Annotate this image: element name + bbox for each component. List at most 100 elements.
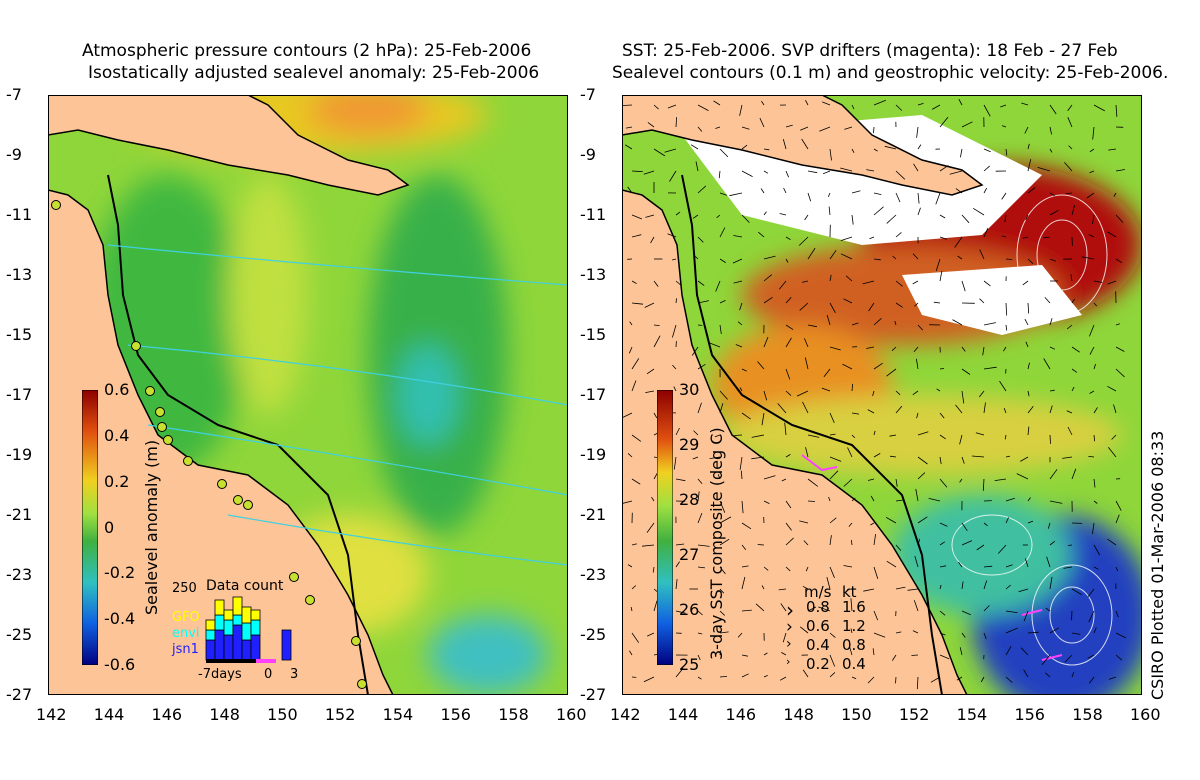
velocity-arrow <box>939 412 945 419</box>
velocity-arrow <box>956 676 963 681</box>
left-land-new-guinea <box>48 95 410 196</box>
velocity-arrow <box>892 255 897 260</box>
velocity-arrow <box>845 275 853 282</box>
velocity-arrow <box>785 258 789 263</box>
velocity-arrow <box>961 522 968 532</box>
velocity-arrow <box>1027 143 1030 150</box>
velocity-arrow <box>782 138 787 150</box>
velocity-arrow <box>695 161 699 172</box>
velocity-arrow <box>782 632 787 643</box>
velocity-arrow <box>912 630 919 634</box>
velocity-arrow <box>1049 500 1063 504</box>
velocity-arrow <box>1005 610 1018 614</box>
velocity-arrow <box>651 496 655 502</box>
velocity-arrow <box>627 453 633 458</box>
velocity-arrow <box>844 126 853 130</box>
velocity-arrow <box>719 516 732 524</box>
velocity-arrow <box>1093 280 1103 283</box>
y-tick-label: -19 <box>6 445 33 464</box>
velocity-arrow <box>1049 540 1056 546</box>
velocity-arrow <box>928 498 941 502</box>
velocity-arrow <box>1115 346 1125 352</box>
velocity-arrow <box>763 675 768 678</box>
x-tick-label: 142 <box>36 705 67 724</box>
velocity-arrow <box>873 148 878 152</box>
velocity-arrow <box>983 280 991 287</box>
pressure-contour <box>227 514 568 566</box>
velocity-arrow <box>1108 676 1117 680</box>
velocity-arrow <box>828 206 831 216</box>
data-count-x-label-zero: 0 <box>264 667 273 682</box>
velocity-arrow <box>939 541 946 546</box>
velocity-arrow <box>1107 538 1117 546</box>
velocity-arrow <box>913 346 919 353</box>
velocity-arrow <box>959 647 963 656</box>
x-tick-label: 160 <box>1130 705 1161 724</box>
y-tick-label: -23 <box>580 565 607 584</box>
velocity-arrow <box>697 512 703 524</box>
velocity-arrow <box>1005 584 1011 590</box>
velocity-arrow <box>939 456 942 465</box>
velocity-arrow <box>1093 104 1105 112</box>
velocity-arrow <box>1071 368 1078 373</box>
velocity-arrow <box>939 522 948 527</box>
velocity-arrow <box>916 358 919 370</box>
x-tick-label: 144 <box>93 705 125 724</box>
velocity-arrow <box>873 566 879 580</box>
velocity-arrow <box>1070 274 1073 282</box>
sat-label-jsn1: jsn1 <box>172 642 199 657</box>
velocity-arrow <box>664 148 677 153</box>
velocity-arrow <box>807 247 816 260</box>
velocity-arrow <box>1115 258 1123 264</box>
velocity-arrow <box>895 280 903 287</box>
velocity-arrow <box>1005 455 1011 458</box>
velocity-arrow <box>911 654 919 656</box>
velocity-arrow <box>1071 632 1081 635</box>
svp-drifter-track <box>1021 609 1043 616</box>
velocity-arrow <box>644 302 655 308</box>
velocity-arrow <box>933 301 941 304</box>
velocity-arrow <box>807 324 817 328</box>
velocity-arrow <box>785 500 792 509</box>
velocity-arrow <box>851 676 857 680</box>
velocity-arrow <box>1000 104 1007 108</box>
velocity-arrow <box>895 302 903 308</box>
velocity-arrow <box>894 320 897 326</box>
velocity-arrow <box>733 280 743 284</box>
sat-label-gfo: GFO <box>172 610 200 625</box>
velocity-arrow <box>1024 558 1029 568</box>
velocity-arrow <box>851 104 855 110</box>
velocity-arrow <box>785 337 792 348</box>
velocity-arrow <box>741 576 746 590</box>
velocity-arrow <box>895 405 903 414</box>
velocity-arrow <box>955 404 963 414</box>
x-tick-label: 156 <box>1014 705 1045 724</box>
data-count-title: Data count <box>206 578 284 594</box>
velocity-arrow <box>917 144 922 150</box>
velocity-arrow <box>807 478 819 487</box>
velocity-arrow <box>1027 187 1036 194</box>
velocity-arrow <box>697 544 710 547</box>
velocity-arrow <box>801 138 809 150</box>
velocity-arrow <box>719 610 725 616</box>
velocity-arrow <box>737 632 743 638</box>
velocity-arrow <box>1004 214 1007 223</box>
velocity-arrow <box>675 668 684 678</box>
velocity-arrow <box>961 280 966 292</box>
right-reef-outline <box>681 174 943 695</box>
velocity-arrow <box>631 170 643 172</box>
x-tick-label: 152 <box>324 705 356 724</box>
y-tick-label: -17 <box>580 385 607 404</box>
velocity-arrow <box>961 632 966 638</box>
velocity-arrow <box>1071 468 1077 480</box>
velocity-arrow <box>961 581 964 590</box>
velocity-arrow <box>866 346 875 349</box>
velocity-arrow <box>1063 566 1073 569</box>
velocity-arrow <box>763 170 769 174</box>
velocity-arrow <box>957 255 963 260</box>
velocity-arrow <box>955 188 963 194</box>
velocity-arrow <box>741 500 744 514</box>
velocity-arrow <box>1024 318 1029 326</box>
velocity-arrow <box>829 433 836 436</box>
velocity-arrow <box>917 472 926 480</box>
